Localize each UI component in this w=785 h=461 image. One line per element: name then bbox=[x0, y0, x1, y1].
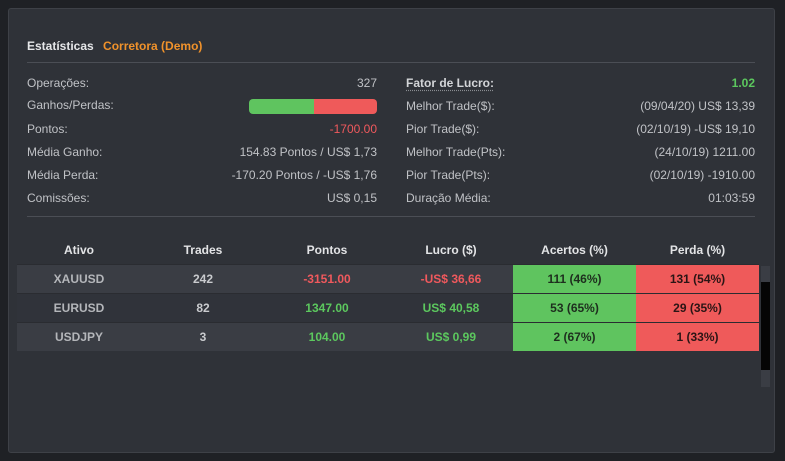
table-scrollbar[interactable] bbox=[761, 266, 770, 387]
stat-label: Pior Trade($): bbox=[406, 122, 480, 136]
stat-label: Operações: bbox=[27, 76, 90, 90]
stat-avg-duration: Duração Média: 01:03:59 bbox=[406, 190, 755, 206]
stat-label: Melhor Trade($): bbox=[406, 99, 495, 113]
stat-avg-loss: Média Perda: -170.20 Pontos / -US$ 1,76 bbox=[27, 167, 377, 183]
cell-profit: US$ 40,58 bbox=[389, 293, 513, 323]
stat-label: Média Perda: bbox=[27, 168, 99, 182]
cell-profit: -US$ 36,66 bbox=[389, 264, 513, 294]
stat-value: -1700.00 bbox=[329, 122, 377, 136]
stat-value: (09/04/20) US$ 13,39 bbox=[640, 99, 755, 113]
gain-segment bbox=[249, 99, 315, 114]
stat-value: 01:03:59 bbox=[708, 191, 755, 205]
column-header-asset[interactable]: Ativo bbox=[64, 242, 94, 257]
stat-avg-gain: Média Ganho: 154.83 Pontos / US$ 1,73 bbox=[27, 144, 377, 160]
stat-operations: Operações: 327 bbox=[27, 75, 377, 91]
cell-losses: 131 (54%) bbox=[636, 264, 759, 294]
stat-value: US$ 0,15 bbox=[326, 191, 377, 205]
stat-label: Pontos: bbox=[27, 122, 68, 136]
stat-worst-trade-money: Pior Trade($): (02/10/19) -US$ 19,10 bbox=[406, 121, 755, 137]
cell-points: -3151.00 bbox=[265, 264, 389, 294]
stat-gains-losses: Ganhos/Perdas: bbox=[27, 97, 377, 114]
stat-best-trade-money: Melhor Trade($): (09/04/20) US$ 13,39 bbox=[406, 98, 755, 114]
stat-value: 154.83 Pontos / US$ 1,73 bbox=[239, 145, 377, 159]
cell-profit: US$ 0,99 bbox=[389, 322, 513, 351]
loss-segment bbox=[314, 99, 377, 114]
stat-label: Melhor Trade(Pts): bbox=[406, 145, 506, 159]
cell-hits: 111 (46%) bbox=[513, 264, 636, 294]
cell-trades: 82 bbox=[141, 293, 265, 323]
panel-title: Estatísticas bbox=[27, 39, 94, 53]
column-header-profit[interactable]: Lucro ($) bbox=[425, 242, 477, 257]
stat-value: 1.02 bbox=[731, 76, 755, 90]
gain-loss-bar bbox=[249, 99, 377, 114]
cell-asset: USDJPY bbox=[17, 322, 141, 351]
stat-value: (24/10/19) 1211.00 bbox=[654, 145, 755, 159]
table-row[interactable]: XAUUSD 242 -3151.00 -US$ 36,66 111 (46%)… bbox=[17, 264, 759, 294]
panel-header: Estatísticas Corretora (Demo) bbox=[27, 39, 202, 53]
header-divider bbox=[27, 62, 755, 63]
cell-losses: 1 (33%) bbox=[636, 322, 759, 351]
stat-label: Comissões: bbox=[27, 191, 90, 205]
cell-losses: 29 (35%) bbox=[636, 293, 759, 323]
scrollbar-thumb[interactable] bbox=[761, 282, 770, 370]
stat-points: Pontos: -1700.00 bbox=[27, 121, 377, 137]
cell-asset: XAUUSD bbox=[17, 264, 141, 294]
cell-points: 104.00 bbox=[265, 322, 389, 351]
statistics-panel: Estatísticas Corretora (Demo) Operações:… bbox=[8, 8, 775, 453]
column-header-trades[interactable]: Trades bbox=[183, 242, 223, 257]
column-header-hits[interactable]: Acertos (%) bbox=[541, 242, 608, 257]
stat-label: Ganhos/Perdas: bbox=[27, 98, 114, 112]
stat-profit-factor: Fator de Lucro: 1.02 bbox=[406, 75, 755, 91]
column-header-points[interactable]: Pontos bbox=[306, 242, 348, 257]
stat-label: Duração Média: bbox=[406, 191, 491, 205]
cell-hits: 53 (65%) bbox=[513, 293, 636, 323]
stat-label: Média Ganho: bbox=[27, 145, 103, 159]
stats-divider bbox=[27, 216, 755, 217]
table-header-row: Ativo Trades Pontos Lucro ($) Acertos (%… bbox=[17, 235, 759, 265]
broker-name: Corretora (Demo) bbox=[103, 39, 203, 53]
stat-value: (02/10/19) -US$ 19,10 bbox=[636, 122, 755, 136]
cell-asset: EURUSD bbox=[17, 293, 141, 323]
assets-table: Ativo Trades Pontos Lucro ($) Acertos (%… bbox=[17, 235, 759, 351]
cell-trades: 3 bbox=[141, 322, 265, 351]
cell-trades: 242 bbox=[141, 264, 265, 294]
cell-hits: 2 (67%) bbox=[513, 322, 636, 351]
stat-value: 327 bbox=[356, 76, 377, 90]
stat-label: Pior Trade(Pts): bbox=[406, 168, 491, 182]
stat-value: -170.20 Pontos / -US$ 1,76 bbox=[231, 168, 377, 182]
table-row[interactable]: EURUSD 82 1347.00 US$ 40,58 53 (65%) 29 … bbox=[17, 293, 759, 323]
stat-commissions: Comissões: US$ 0,15 bbox=[27, 190, 377, 206]
column-header-losses[interactable]: Perda (%) bbox=[669, 242, 726, 257]
cell-points: 1347.00 bbox=[265, 293, 389, 323]
stat-value: (02/10/19) -1910.00 bbox=[649, 168, 755, 182]
stat-label: Fator de Lucro: bbox=[406, 76, 495, 90]
table-row[interactable]: USDJPY 3 104.00 US$ 0,99 2 (67%) 1 (33%) bbox=[17, 322, 759, 351]
stat-best-trade-points: Melhor Trade(Pts): (24/10/19) 1211.00 bbox=[406, 144, 755, 160]
stat-worst-trade-points: Pior Trade(Pts): (02/10/19) -1910.00 bbox=[406, 167, 755, 183]
